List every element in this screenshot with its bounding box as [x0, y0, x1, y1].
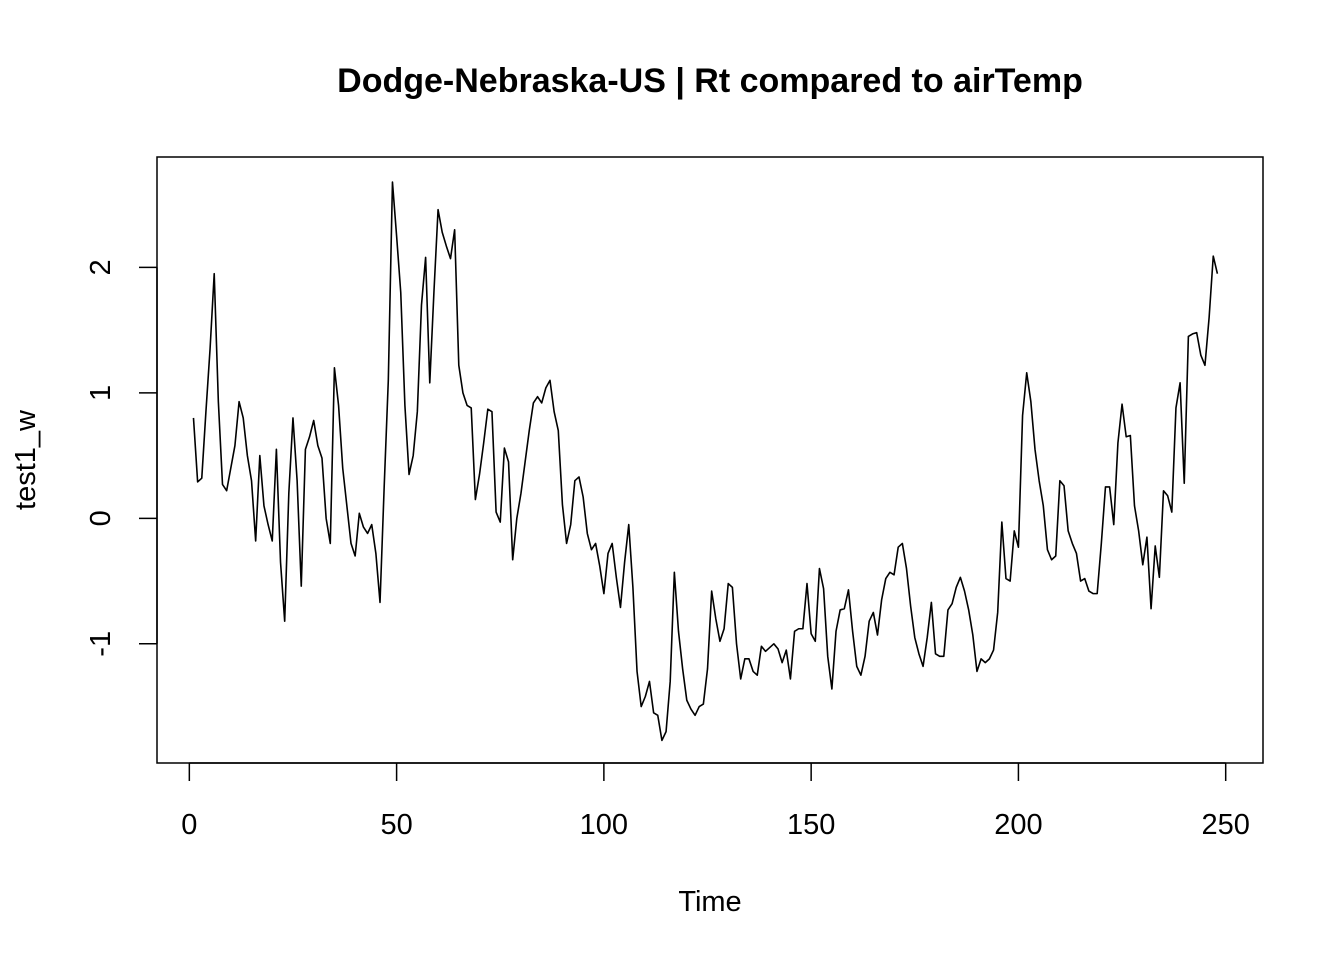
x-axis: 0 50 100 150 200 250: [181, 762, 1250, 841]
x-axis-label: Time: [678, 886, 741, 918]
y-tick-label: 2: [85, 259, 117, 275]
series-line: [192, 181, 1219, 742]
y-tick-label: 0: [85, 510, 117, 526]
x-tick-label: 150: [787, 809, 835, 841]
y-tick-label: 1: [85, 385, 117, 401]
x-tick-label: 100: [580, 809, 628, 841]
x-tick-label: 250: [1201, 809, 1249, 841]
y-axis-label: test1_w: [10, 409, 42, 510]
y-axis: -1 0 1 2: [85, 259, 158, 657]
x-tick-label: 0: [181, 809, 197, 841]
chart-title: Dodge-Nebraska-US | Rt compared to airTe…: [337, 62, 1083, 100]
x-tick-label: 200: [994, 809, 1042, 841]
y-tick-label: -1: [85, 631, 117, 657]
x-tick-label: 50: [380, 809, 412, 841]
